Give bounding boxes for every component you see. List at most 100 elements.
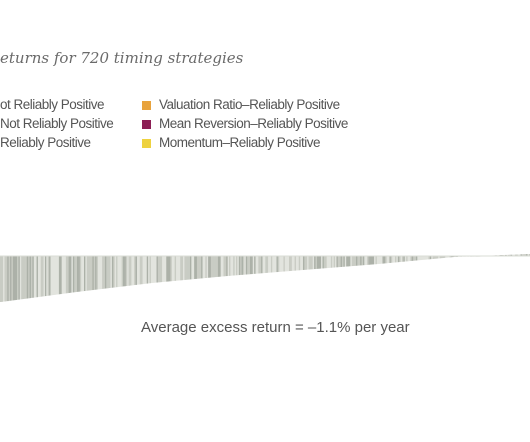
bar <box>331 256 334 268</box>
bar <box>273 256 276 273</box>
bar <box>361 256 363 266</box>
bar <box>245 256 248 275</box>
bar <box>326 256 329 269</box>
bar <box>403 256 405 262</box>
chart-title: eturns for 720 timing strategies <box>0 49 244 67</box>
bar <box>443 256 446 258</box>
bar <box>191 256 193 280</box>
bar <box>347 256 349 267</box>
bar <box>93 256 96 290</box>
bar <box>185 256 188 280</box>
bar <box>390 256 393 263</box>
bar <box>315 256 317 269</box>
bar <box>306 256 309 270</box>
bar <box>149 256 151 284</box>
bar <box>309 256 312 270</box>
bar <box>25 256 27 299</box>
bar <box>337 256 340 268</box>
bar <box>153 256 156 283</box>
bar <box>517 254 520 256</box>
bar <box>50 256 52 296</box>
bar <box>297 256 299 271</box>
bar <box>355 256 358 266</box>
bar <box>514 254 517 256</box>
bar <box>251 256 253 275</box>
bar <box>164 256 167 282</box>
bar <box>146 256 149 284</box>
bar <box>516 254 518 256</box>
bar <box>207 256 210 278</box>
bar <box>449 256 451 258</box>
bar <box>179 256 182 281</box>
bar <box>210 256 213 278</box>
bar <box>61 256 64 294</box>
bar <box>147 256 150 284</box>
bar <box>426 256 429 260</box>
bar <box>161 256 164 282</box>
bar <box>371 256 373 265</box>
bar <box>79 256 82 292</box>
bar <box>260 256 263 274</box>
bar <box>336 256 338 268</box>
bar <box>348 256 351 267</box>
bar <box>96 256 98 290</box>
bar <box>302 256 305 270</box>
bar <box>124 256 126 287</box>
bar <box>246 256 249 275</box>
bar <box>252 256 255 274</box>
bar <box>196 256 199 279</box>
bar <box>330 256 333 268</box>
bar <box>182 256 185 281</box>
bar <box>238 256 241 276</box>
bar <box>231 256 234 276</box>
bar <box>175 256 178 281</box>
bar <box>6 256 9 302</box>
bar <box>218 256 221 277</box>
bar <box>525 254 528 256</box>
bar <box>100 256 103 290</box>
bar <box>274 256 277 273</box>
bar <box>506 254 508 256</box>
bar <box>439 256 442 259</box>
bar <box>411 256 414 261</box>
legend: ot Reliably Positive Not Reliably Positi… <box>0 96 530 156</box>
bar <box>408 256 411 262</box>
bar <box>83 256 86 292</box>
bar <box>133 256 136 286</box>
bar <box>2 256 5 302</box>
bar <box>8 256 11 301</box>
bar <box>277 256 280 272</box>
bar <box>107 256 110 289</box>
bar <box>407 256 409 262</box>
bar <box>256 256 259 274</box>
bar <box>451 256 454 258</box>
bar <box>237 256 239 276</box>
bar <box>524 254 527 256</box>
bar <box>447 256 450 258</box>
bar <box>69 256 72 293</box>
bar <box>156 256 158 283</box>
bar <box>397 256 400 263</box>
bar <box>58 256 61 295</box>
bar <box>334 256 337 268</box>
bar <box>319 256 322 269</box>
bar <box>384 256 387 264</box>
bar <box>311 256 313 270</box>
bar <box>220 256 223 277</box>
bar <box>212 256 214 278</box>
bar <box>259 256 262 274</box>
bar <box>157 256 160 283</box>
bar <box>145 256 147 284</box>
bar <box>86 256 89 291</box>
bar <box>383 256 386 264</box>
bar <box>1 256 4 302</box>
bar <box>417 256 419 261</box>
bar <box>110 256 112 288</box>
bar <box>131 256 133 286</box>
bar <box>80 256 83 292</box>
bar <box>188 256 190 280</box>
bar <box>507 254 510 256</box>
bar <box>509 254 511 256</box>
bar <box>106 256 108 289</box>
